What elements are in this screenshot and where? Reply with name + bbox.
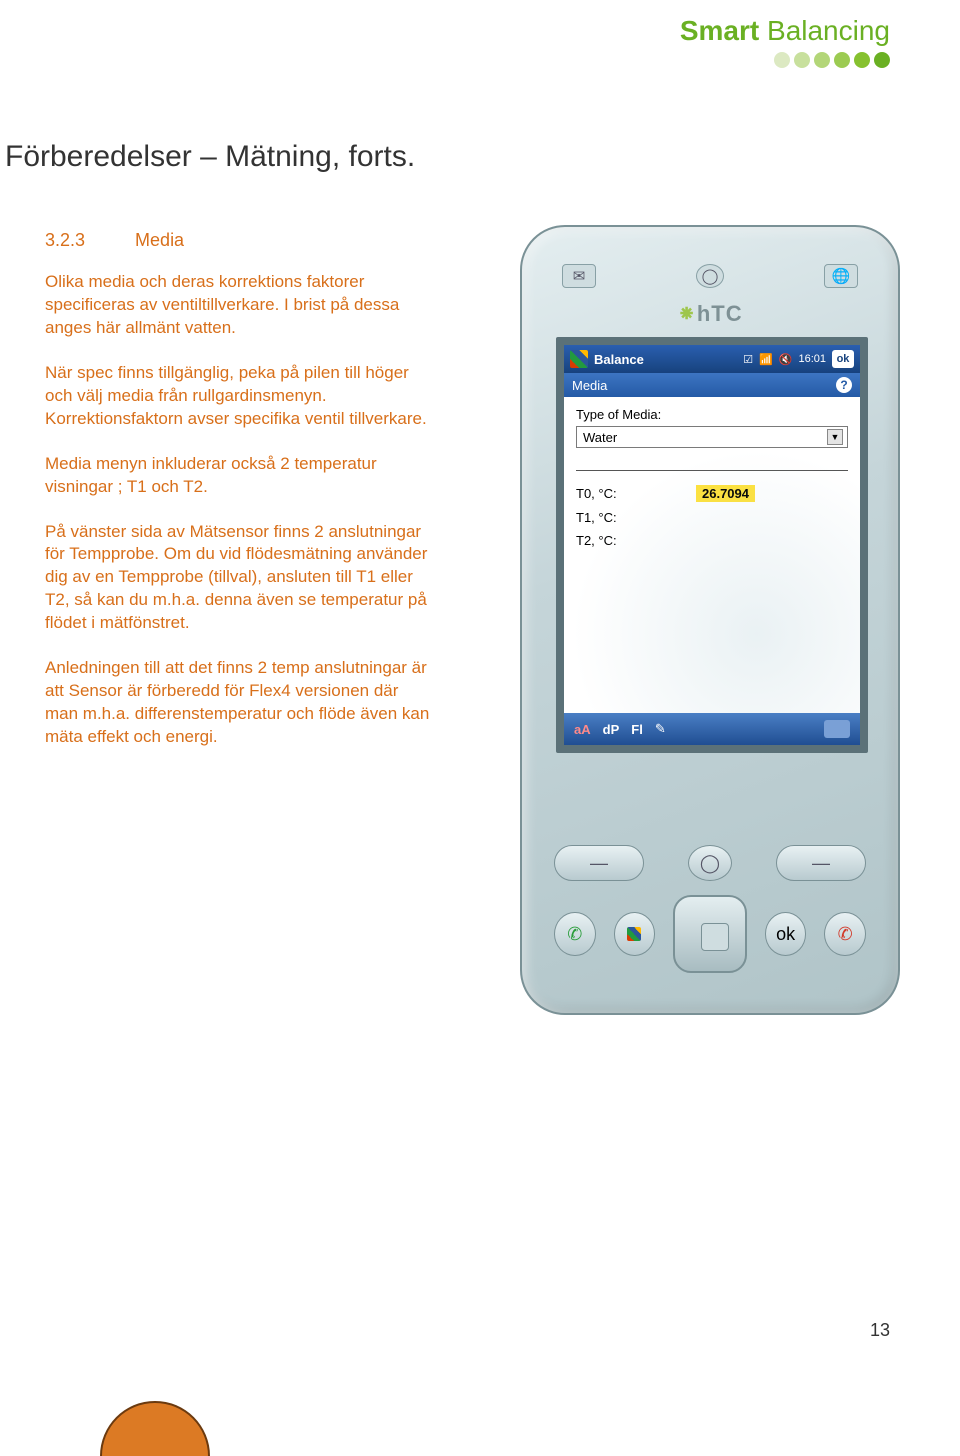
wm-titlebar: Balance ☑ 📶 🔇 16:01 ok <box>564 345 860 373</box>
call-button[interactable]: ✆ <box>554 912 596 956</box>
notification-icon[interactable]: ☑ <box>743 353 753 366</box>
temp-label: T0, °C: <box>576 486 696 501</box>
start-icon[interactable] <box>570 350 588 368</box>
temp-value: 26.7094 <box>696 485 755 502</box>
screen-content: Type of Media: Water ▼ T0, °C:26.7094T1,… <box>564 397 860 713</box>
home-button[interactable] <box>614 912 656 956</box>
paragraph: Olika media och deras korrektions faktor… <box>45 271 435 340</box>
device-mockup: ✉ ◯ 🌐 ⁕hTC Balance ☑ 📶 🔇 16:01 ok Medi <box>520 225 900 1025</box>
mail-icon[interactable]: ✉ <box>562 264 596 288</box>
brand-text: hTC <box>697 301 743 326</box>
temp-label: T2, °C: <box>576 533 696 548</box>
logo-word1: Smart <box>680 15 759 46</box>
temp-rows: T0, °C:26.7094T1, °C:T2, °C: <box>576 485 848 548</box>
device-body: ✉ ◯ 🌐 ⁕hTC Balance ☑ 📶 🔇 16:01 ok Medi <box>520 225 900 1015</box>
type-label: Type of Media: <box>576 407 848 422</box>
chevron-down-icon[interactable]: ▼ <box>827 429 843 445</box>
section-number: 3.2.3 <box>45 230 85 251</box>
logo-dot <box>794 52 810 68</box>
temp-row: T1, °C: <box>576 510 848 525</box>
page-number: 13 <box>870 1320 890 1341</box>
device-topbar: ✉ ◯ 🌐 <box>554 259 866 293</box>
clock: 16:01 <box>798 353 826 365</box>
temp-row: T0, °C:26.7094 <box>576 485 848 502</box>
paragraph: Media menyn inkluderar också 2 temperatu… <box>45 453 435 499</box>
app-title: Balance <box>594 352 737 367</box>
temp-label: T1, °C: <box>576 510 696 525</box>
media-dropdown[interactable]: Water ▼ <box>576 426 848 448</box>
end-call-button[interactable]: ✆ <box>824 912 866 956</box>
paragraph: Anledningen till att det finns 2 temp an… <box>45 657 435 749</box>
wm-menubar: aA dP Fl ✎ <box>564 713 860 745</box>
section-header: 3.2.3 Media <box>45 230 435 251</box>
dropdown-value: Water <box>583 430 617 445</box>
hw-buttons: — ◯ — ✆ ok ✆ <box>554 845 866 985</box>
dpad[interactable] <box>673 895 747 973</box>
ok-button[interactable]: ok <box>832 350 854 368</box>
stylus-icon[interactable]: ✎ <box>655 721 666 737</box>
logo-dot <box>834 52 850 68</box>
help-icon[interactable]: ? <box>836 377 852 393</box>
brand-dot: ⁕ <box>677 301 696 326</box>
status-icons: ☑ 📶 🔇 16:01 ok <box>743 350 854 368</box>
voice-button[interactable]: ◯ <box>688 845 732 881</box>
signal-icon: 📶 <box>759 353 773 366</box>
section-name: Media <box>135 230 184 251</box>
logo-dots <box>680 52 890 68</box>
logo-text: Smart Balancing <box>680 15 890 47</box>
paragraph: På vänster sida av Mätsensor finns 2 ans… <box>45 521 435 636</box>
logo-dot <box>874 52 890 68</box>
softkey-left[interactable]: — <box>554 845 644 881</box>
logo-dot <box>774 52 790 68</box>
page-title: Förberedelser – Mätning, forts. <box>5 140 415 174</box>
footer-decoration <box>100 1401 210 1456</box>
globe-icon[interactable]: 🌐 <box>824 264 858 288</box>
wm-subbar: Media ? <box>564 373 860 397</box>
brand-logo: Smart Balancing <box>680 15 890 68</box>
volume-icon[interactable]: 🔇 <box>779 353 793 366</box>
menu-dp[interactable]: dP <box>603 722 620 737</box>
subbar-label: Media <box>572 378 607 393</box>
temp-row: T2, °C: <box>576 533 848 548</box>
content-block: 3.2.3 Media Olika media och deras korrek… <box>45 230 435 771</box>
softkey-right[interactable]: — <box>776 845 866 881</box>
device-screen: Balance ☑ 📶 🔇 16:01 ok Media ? Type of M… <box>556 337 868 753</box>
camera-icon[interactable]: ◯ <box>696 264 724 288</box>
hw-bottom-row: ✆ ok ✆ <box>554 895 866 973</box>
hw-top-row: — ◯ — <box>554 845 866 881</box>
divider <box>576 470 848 471</box>
menu-aa[interactable]: aA <box>574 722 591 737</box>
keyboard-icon[interactable] <box>824 720 850 738</box>
logo-word2: Balancing <box>767 15 890 46</box>
logo-dot <box>814 52 830 68</box>
device-brand: ⁕hTC <box>522 301 898 327</box>
ok-hw-button[interactable]: ok <box>765 912 807 956</box>
menu-fl[interactable]: Fl <box>631 722 643 737</box>
logo-dot <box>854 52 870 68</box>
paragraph: När spec finns tillgänglig, peka på pile… <box>45 362 435 431</box>
